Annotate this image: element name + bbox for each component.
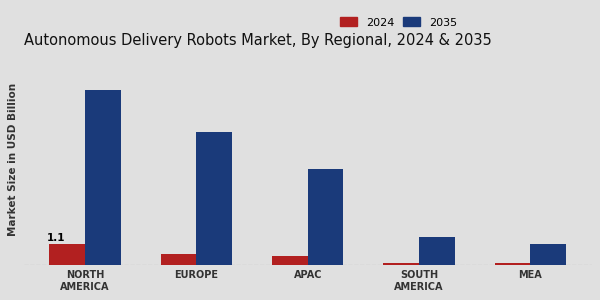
Text: 1.1: 1.1	[47, 233, 65, 243]
Legend: 2024, 2035: 2024, 2035	[336, 13, 461, 32]
Bar	[308, 169, 343, 265]
Bar	[495, 263, 530, 265]
Bar	[419, 237, 455, 265]
Bar	[161, 254, 196, 265]
Bar	[85, 90, 121, 265]
Bar	[196, 133, 232, 265]
Bar	[272, 256, 308, 265]
Y-axis label: Market Size in USD Billion: Market Size in USD Billion	[8, 82, 19, 236]
Bar	[530, 244, 566, 265]
Text: Autonomous Delivery Robots Market, By Regional, 2024 & 2035: Autonomous Delivery Robots Market, By Re…	[24, 33, 491, 48]
Bar	[383, 263, 419, 265]
Bar	[49, 244, 85, 265]
